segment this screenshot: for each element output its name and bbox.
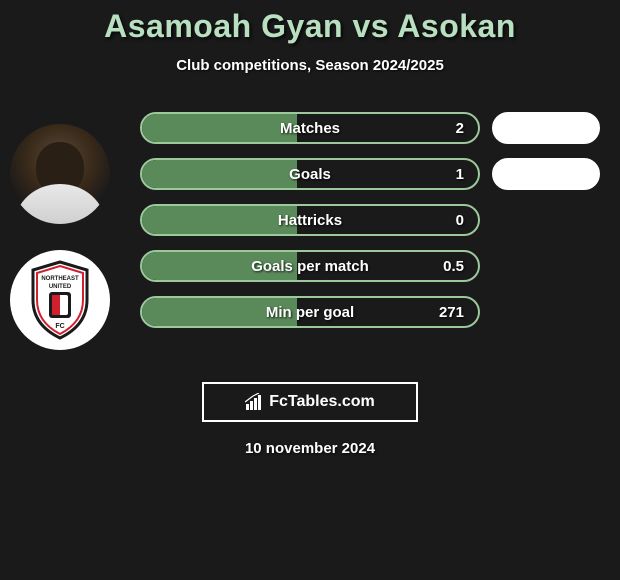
stat-value: 0.5 [443, 258, 464, 275]
page-title: Asamoah Gyan vs Asokan [0, 8, 620, 45]
stats-area: NORTHEAST UNITED FC Matches2 Goals1 Hattri… [0, 112, 620, 362]
svg-text:NORTHEAST: NORTHEAST [41, 276, 79, 282]
stat-side-pill [492, 112, 600, 144]
stat-side-pill [492, 158, 600, 190]
stat-value: 2 [456, 120, 464, 137]
stat-value: 0 [456, 212, 464, 229]
stat-value: 271 [439, 304, 464, 321]
brand-box[interactable]: FcTables.com [202, 382, 418, 422]
stat-row: Min per goal271 [140, 296, 600, 328]
subtitle: Club competitions, Season 2024/2025 [0, 57, 620, 74]
stat-value: 1 [456, 166, 464, 183]
avatars-column: NORTHEAST UNITED FC [10, 124, 110, 350]
svg-text:FC: FC [55, 323, 64, 330]
stat-pill: Matches2 [140, 112, 480, 144]
club-avatar: NORTHEAST UNITED FC [10, 250, 110, 350]
stat-pill: Goals1 [140, 158, 480, 190]
stat-label: Min per goal [142, 304, 478, 321]
stat-label: Goals [142, 166, 478, 183]
infographic-container: Asamoah Gyan vs Asokan Club competitions… [0, 0, 620, 457]
stat-label: Goals per match [142, 258, 478, 275]
stat-row: Goals1 [140, 158, 600, 190]
player-avatar [10, 124, 110, 224]
stat-row: Goals per match0.5 [140, 250, 600, 282]
stat-label: Hattricks [142, 212, 478, 229]
brand-text: FcTables.com [269, 393, 375, 411]
stat-rows: Matches2Goals1Hattricks0Goals per match0… [140, 112, 600, 328]
stat-row: Matches2 [140, 112, 600, 144]
stat-row: Hattricks0 [140, 204, 600, 236]
club-badge-icon: NORTHEAST UNITED FC [25, 260, 95, 340]
date-text: 10 november 2024 [0, 440, 620, 457]
stat-pill: Hattricks0 [140, 204, 480, 236]
stat-label: Matches [142, 120, 478, 137]
chart-icon [245, 393, 263, 411]
svg-text:UNITED: UNITED [49, 284, 72, 290]
stat-pill: Goals per match0.5 [140, 250, 480, 282]
stat-pill: Min per goal271 [140, 296, 480, 328]
